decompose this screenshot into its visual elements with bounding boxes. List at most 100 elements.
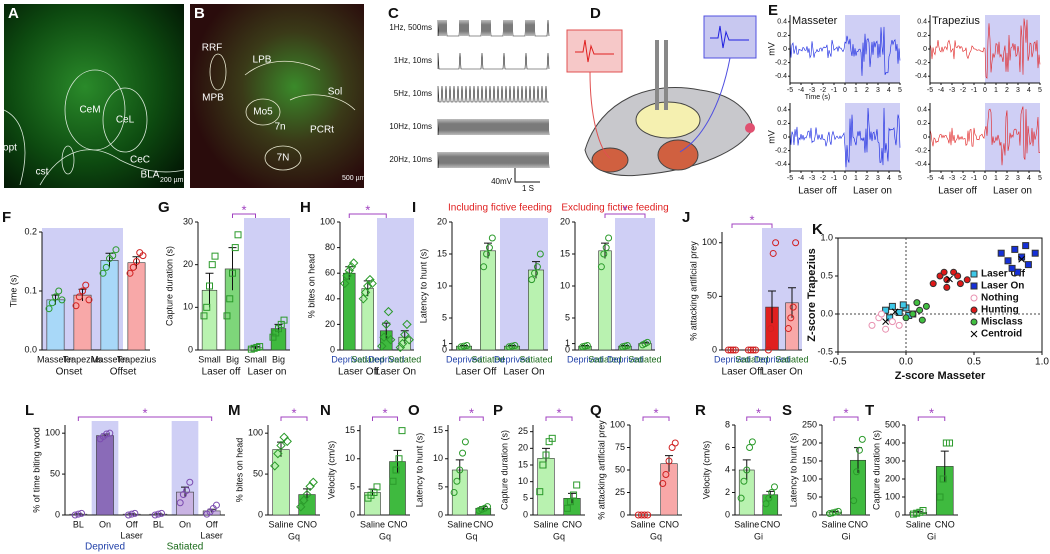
- region-label: 7n: [274, 122, 285, 133]
- data-point: [511, 342, 519, 350]
- y-tick-label: 0: [188, 344, 193, 354]
- data-point: [789, 303, 797, 311]
- data-point: [488, 234, 496, 242]
- data-point: [270, 461, 280, 471]
- x-tick-label: 4: [1027, 175, 1031, 182]
- y-tick-label: 0.2: [777, 32, 787, 39]
- x-tick-label: 0: [843, 87, 847, 94]
- x-tick-label: 3: [1016, 175, 1020, 182]
- emg-trace-illustration: [929, 106, 1041, 166]
- x-axis-label: Gi: [754, 531, 763, 541]
- y-tick-label: 25: [615, 487, 625, 497]
- y-axis-label: Velocity (cm/s): [326, 441, 336, 500]
- data-point: [850, 497, 858, 505]
- data-point: [211, 252, 219, 260]
- x-tick-label: -1: [971, 87, 977, 94]
- significance-label: *: [843, 405, 848, 420]
- region-label: CeM: [79, 105, 100, 116]
- x-tick-label: 5: [1038, 87, 1042, 94]
- x-axis-label: Gq: [288, 531, 300, 541]
- x-tick-label: 0.0: [899, 357, 913, 368]
- data-point: [397, 338, 408, 349]
- data-point: [78, 509, 86, 517]
- data-point: [456, 466, 464, 474]
- group-label: Laser On: [375, 367, 416, 378]
- y-tick-label: 5: [442, 312, 447, 322]
- data-point: [956, 280, 964, 288]
- x-tick-label: CNO: [473, 519, 493, 529]
- significance-bracket: [280, 416, 308, 421]
- y-tick-label: 0.0: [820, 308, 833, 318]
- y-tick-label: 50: [253, 468, 263, 478]
- x-tick-label: Satiated: [471, 354, 504, 364]
- data-point: [891, 308, 899, 316]
- data-point: [671, 439, 679, 447]
- data-point: [126, 269, 134, 277]
- bar: [73, 294, 92, 351]
- y-tick-label: 100: [885, 491, 900, 501]
- data-point: [899, 301, 907, 309]
- laser-label: Laser off: [798, 186, 837, 197]
- x-tick-label: Satiated: [519, 354, 552, 364]
- data-point: [882, 318, 889, 325]
- region-label: cst: [36, 167, 49, 178]
- data-point: [74, 510, 82, 518]
- data-point: [597, 263, 605, 271]
- x-axis-label: Gi: [842, 531, 851, 541]
- panel-letter: S: [782, 402, 792, 419]
- significance-label: *: [653, 405, 658, 420]
- data-point: [882, 325, 890, 333]
- group-label: Laser Off: [722, 367, 763, 378]
- x-axis-label: Z-score Masseter: [895, 370, 986, 382]
- data-point: [203, 303, 211, 311]
- laser-label: Laser on: [853, 186, 892, 197]
- y-tick-label: 80: [325, 242, 335, 252]
- data-point: [302, 489, 312, 500]
- x-tick-label: -5: [927, 87, 933, 94]
- data-point: [748, 438, 756, 446]
- x-tick-label: CNO: [935, 519, 955, 529]
- significance-label: *: [291, 405, 296, 420]
- y-tick-label: -0.2: [775, 59, 787, 66]
- bar: [598, 250, 612, 351]
- panel-letter: L: [25, 402, 34, 419]
- x-tick-label: -4: [798, 175, 804, 182]
- region-label: Sol: [328, 87, 342, 98]
- data-point: [234, 231, 242, 239]
- data-point: [573, 481, 581, 489]
- data-point: [395, 455, 403, 463]
- data-point: [365, 274, 375, 285]
- panel-letter: C: [388, 5, 399, 22]
- data-point: [308, 477, 318, 487]
- data-point: [395, 342, 406, 353]
- data-point: [853, 468, 861, 476]
- data-point: [916, 306, 924, 314]
- data-point: [566, 498, 574, 506]
- y-tick-label: 0.2: [24, 226, 37, 236]
- legend-marker: [970, 294, 978, 302]
- y-tick-label: 15: [518, 459, 528, 469]
- data-point: [729, 346, 737, 354]
- voltage-trace-illustration: [437, 19, 550, 37]
- data-point: [570, 491, 578, 499]
- region-label: Mo5: [253, 107, 273, 118]
- y-axis-label: % bites on head: [234, 438, 244, 503]
- x-tick-label: Deprived: [494, 354, 530, 364]
- data-point: [206, 282, 213, 290]
- x-tick-label: Saline: [447, 519, 472, 529]
- data-point: [200, 312, 208, 320]
- y-axis-label: % attacking artificial prey: [688, 241, 698, 341]
- data-point: [176, 499, 184, 507]
- chart-title: Trapezius: [932, 15, 980, 27]
- data-point: [348, 258, 359, 268]
- histology-image-b: [190, 4, 364, 188]
- panel-letter: R: [695, 402, 706, 419]
- y-tick-label: 0: [350, 509, 355, 519]
- significance-label: *: [749, 212, 754, 227]
- data-point: [641, 511, 649, 519]
- region-outlines-a: [3, 69, 185, 186]
- laser-shade: [377, 218, 414, 350]
- data-point: [392, 466, 400, 474]
- legend-label: Laser On: [981, 281, 1024, 292]
